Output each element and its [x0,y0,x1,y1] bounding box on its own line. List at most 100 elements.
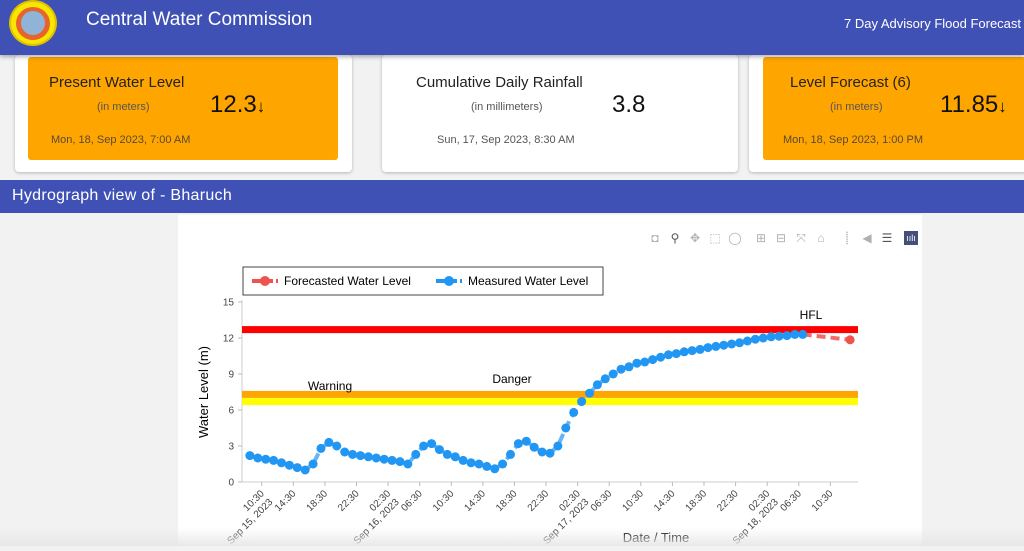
legend-swatch-marker [444,276,454,286]
card-unit: (in millimeters) [471,101,543,113]
measured-point [727,339,737,349]
y-tick-label: 3 [228,442,234,453]
measured-point [600,374,610,384]
threshold-label-warning: Warning [308,379,352,393]
x-tick-label: 18:30 [684,488,710,514]
measured-point [758,333,768,343]
measured-point [711,341,721,351]
card-unit: (in meters) [97,101,150,113]
measured-point [363,452,373,462]
measured-point [332,441,342,451]
arrow-down-icon: ↓ [256,97,266,116]
measured-point [577,397,587,407]
measured-point [616,364,626,374]
measured-point [245,451,255,461]
measured-point [537,447,547,457]
x-tick-label: 06:30 [778,488,804,514]
reset-axes-icon[interactable]: ⌂ [817,231,825,245]
chart-modebar: ◘ ⚲ ✥ ⬚ ◯ ⊞ ⊟ ⤧ ⌂ ⸽ ◀ ☰ ıılı [648,231,918,245]
section-title: Hydrograph view of - Bharuch [0,180,1024,213]
card-date: Sun, 17, Sep 2023, 8:30 AM [437,134,575,146]
x-tick-label: 14:30 [463,488,489,514]
measured-point [506,449,516,459]
card-title: Level Forecast (6) [790,74,911,91]
x-tick-label: 10:30 [810,488,836,514]
measured-point [679,347,689,357]
advisory-link[interactable]: 7 Day Advisory Flood Forecast [844,16,1022,31]
x-tick-label: 06:30 [399,488,425,514]
zoom-icon[interactable]: ⚲ [670,231,680,245]
measured-point [663,350,673,360]
camera-icon[interactable]: ◘ [651,231,659,245]
measured-point [640,357,650,367]
x-tick-label: 14:30 [273,488,299,514]
y-axis-title: Water Level (m) [196,346,211,438]
measured-point [371,453,381,463]
forecast-line [802,332,851,342]
measured-point [592,380,602,390]
spike-lines-icon[interactable]: ⸽ [845,231,849,245]
threshold-label-danger: Danger [492,372,531,386]
measured-point [442,449,452,459]
measured-point [656,352,666,362]
lasso-icon[interactable]: ◯ [728,231,742,245]
measured-point [284,460,294,470]
measured-point [300,465,310,475]
measured-point [403,459,413,469]
measured-point [316,443,326,453]
y-tick-label: 9 [228,370,234,381]
rainfall-card: Cumulative Daily Rainfall (in millimeter… [382,55,738,172]
card-title: Present Water Level [49,74,185,91]
measured-point [379,454,389,464]
measured-point [308,459,318,469]
measured-point [395,457,405,467]
threshold-line-danger [242,390,858,398]
measured-point [569,407,579,417]
measured-point [553,441,563,451]
x-tick-label: 22:30 [715,488,741,514]
card-value: 12.3 [210,91,257,118]
arrow-down-icon: ↓ [998,97,1007,116]
measured-point [411,449,421,459]
card-unit: (in meters) [830,101,883,113]
measured-point [719,340,729,350]
measured-point [261,454,271,464]
measured-point [387,455,397,465]
present-water-level-card: Present Water Level (in meters) 12.3↓ Mo… [15,55,352,172]
autoscale-icon[interactable]: ⤧ [796,231,806,245]
measured-point [774,331,784,341]
hydrograph-panel: ◘ ⚲ ✥ ⬚ ◯ ⊞ ⊟ ⤧ ⌂ ⸽ ◀ ☰ ıılı 0 3 6 9 12 15 10:… [178,215,922,547]
hover-closest-icon[interactable]: ◀ [862,231,872,245]
measured-point [608,369,618,379]
measured-point [466,458,476,468]
zoom-out-icon[interactable]: ⊟ [775,231,787,245]
measured-point [348,449,358,459]
measured-point [703,343,713,353]
measured-point [427,439,437,449]
legend-box [242,266,604,296]
measured-point [624,362,634,372]
measured-point [798,329,808,339]
card-date: Mon, 18, Sep 2023, 7:00 AM [51,134,191,146]
threshold-label-hfl: HFL [800,308,823,322]
measured-point [324,437,334,447]
pan-icon[interactable]: ✥ [689,231,701,245]
measured-point [490,464,500,474]
measured-point [513,439,523,449]
measured-point [253,453,263,463]
x-tick-label: 10:30 [431,488,457,514]
measured-point [742,336,752,346]
threshold-line-warning [242,398,858,406]
x-tick-label: 22:30 [336,488,362,514]
app-title: Central Water Commission [86,9,313,30]
box-select-icon[interactable]: ⬚ [709,231,721,245]
plotly-logo-icon[interactable]: ıılı [904,231,918,245]
card-value: 3.8 [612,91,646,118]
measured-point [458,455,468,465]
card-date: Mon, 18, Sep 2023, 1:00 PM [783,134,924,146]
x-tick-label: 06:30 [589,488,615,514]
hover-compare-icon[interactable]: ☰ [881,231,893,245]
measured-point [529,442,539,452]
zoom-in-icon[interactable]: ⊞ [755,231,767,245]
